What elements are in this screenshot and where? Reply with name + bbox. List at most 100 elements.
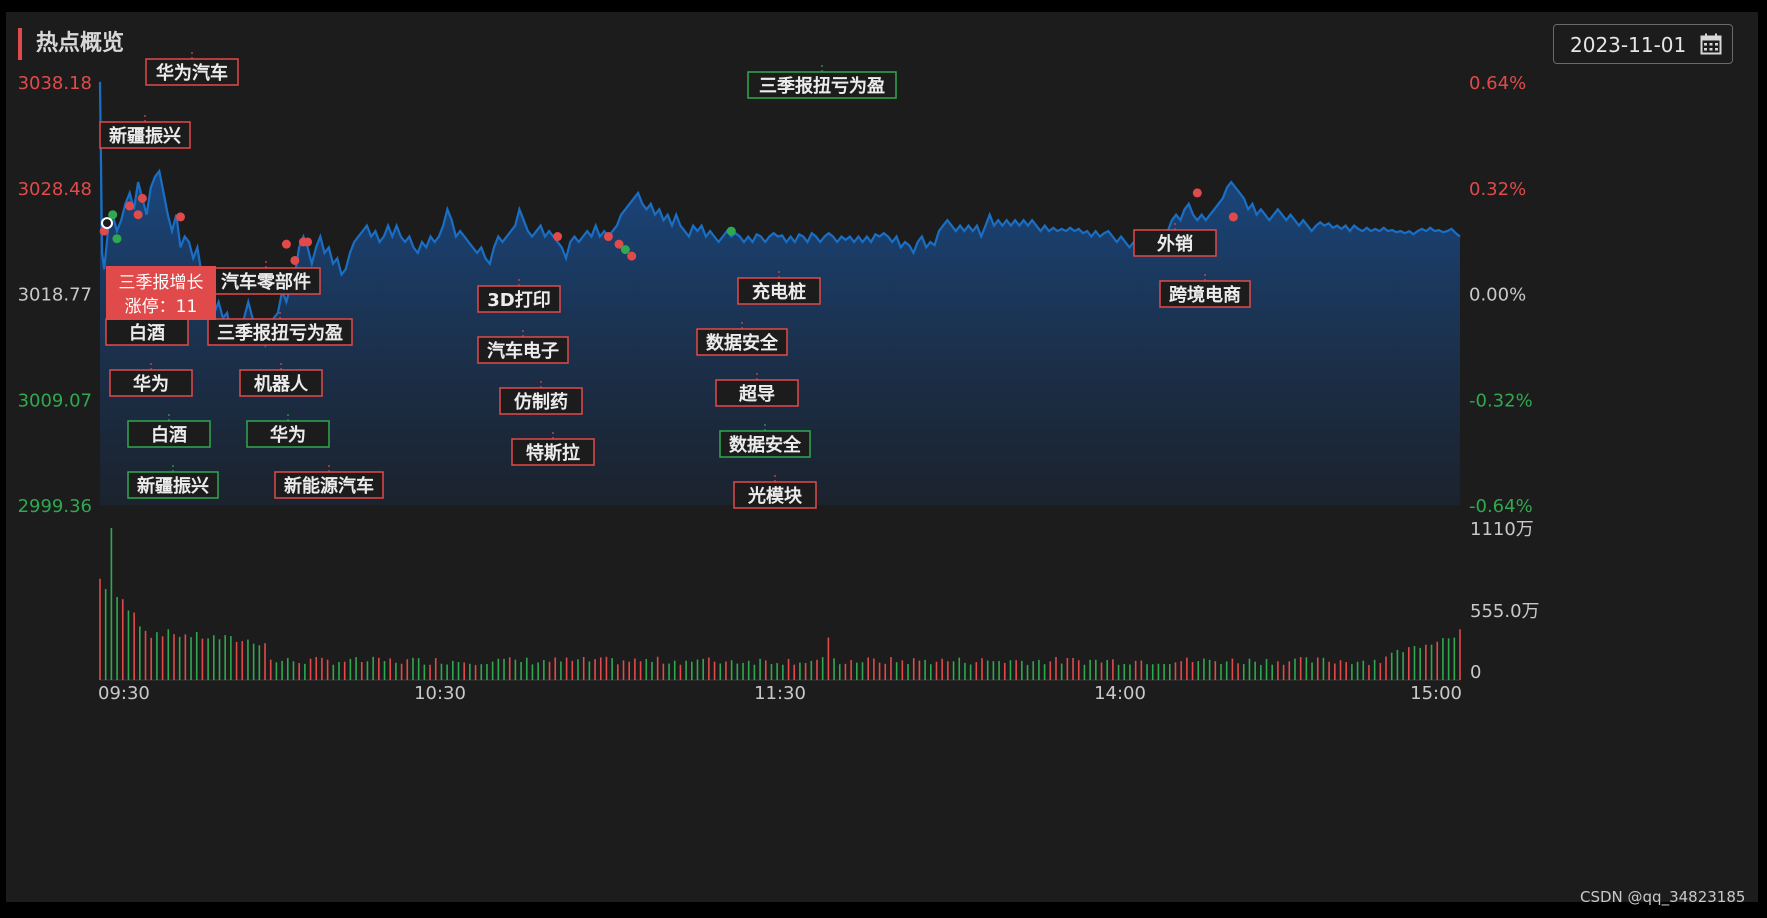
volume-bar bbox=[406, 659, 409, 680]
y-right-tick-label: 0.32% bbox=[1469, 179, 1526, 200]
volume-bar bbox=[617, 664, 619, 680]
volume-bar bbox=[497, 658, 500, 680]
volume-bar bbox=[338, 661, 340, 680]
volume-bar bbox=[133, 612, 135, 680]
event-label: 华为汽车 bbox=[145, 51, 239, 86]
volume-bar bbox=[776, 663, 778, 680]
volume-bar bbox=[480, 664, 483, 680]
event-dot bbox=[726, 226, 736, 236]
volume-bar bbox=[924, 659, 926, 680]
volume-bar bbox=[349, 658, 352, 680]
event-label-text: 仿制药 bbox=[514, 391, 568, 413]
volume-bar bbox=[525, 657, 528, 680]
volume-bar bbox=[195, 631, 198, 680]
volume-bar bbox=[452, 660, 454, 680]
volume-bar bbox=[947, 661, 949, 680]
y-left-tick-label: 3018.77 bbox=[18, 285, 92, 306]
volume-bar bbox=[1123, 663, 1126, 680]
volume-bar bbox=[713, 661, 716, 680]
volume-bar bbox=[799, 662, 801, 680]
volume-bar bbox=[1299, 657, 1302, 680]
volume-bar bbox=[355, 657, 357, 680]
volume-bar bbox=[520, 661, 522, 680]
event-label: 仿制药 bbox=[499, 380, 583, 415]
event-label-box bbox=[127, 420, 211, 448]
volume-bar bbox=[1112, 659, 1114, 680]
volume-bar bbox=[1180, 661, 1182, 680]
date-picker[interactable]: 2023-11-01 bbox=[1553, 24, 1733, 64]
volume-bar bbox=[286, 658, 289, 680]
volume-bar bbox=[366, 661, 369, 680]
volume-bar bbox=[309, 658, 312, 680]
volume-bar bbox=[503, 658, 505, 680]
price-line bbox=[98, 81, 1461, 348]
y-left-tick-label: 3028.48 bbox=[18, 179, 92, 200]
volume-bar bbox=[321, 657, 323, 680]
volume-bar bbox=[907, 663, 909, 680]
volume-bar bbox=[1003, 662, 1006, 680]
volume-bar bbox=[1095, 659, 1097, 680]
event-label: 三季报扭亏为盈 bbox=[747, 64, 897, 99]
event-label: 特斯拉 bbox=[511, 431, 595, 466]
volume-bar bbox=[1368, 664, 1370, 680]
volume-bar bbox=[1413, 646, 1416, 680]
volume-bar bbox=[167, 629, 170, 680]
volume-bar bbox=[1032, 661, 1035, 680]
volume-bar bbox=[1396, 649, 1399, 680]
event-dot bbox=[603, 232, 613, 242]
volume-bar bbox=[753, 664, 756, 680]
volume-bar bbox=[1208, 659, 1211, 680]
volume-bar bbox=[173, 634, 175, 680]
volume-bar bbox=[1316, 657, 1319, 680]
event-label-box bbox=[239, 369, 323, 397]
volume-bar bbox=[1254, 661, 1256, 680]
volume-bar bbox=[423, 664, 426, 680]
event-dot bbox=[137, 193, 147, 203]
volume-bar bbox=[1038, 659, 1040, 680]
volume-bar bbox=[1277, 661, 1279, 680]
volume-bar bbox=[628, 661, 631, 680]
calendar-icon[interactable] bbox=[1700, 33, 1722, 55]
volume-bar bbox=[1453, 637, 1456, 680]
event-label: 充电桩 bbox=[737, 270, 821, 305]
event-label-box bbox=[1159, 280, 1251, 308]
volume-bar bbox=[150, 637, 153, 680]
event-label-text: 华为 bbox=[133, 373, 169, 395]
volume-bar bbox=[184, 634, 187, 680]
volume-bar bbox=[275, 662, 278, 680]
volume-bar bbox=[457, 662, 460, 680]
volume-bar bbox=[121, 599, 124, 680]
volume-bar bbox=[190, 637, 192, 680]
volume-bar bbox=[372, 656, 374, 680]
volume-bar bbox=[856, 662, 858, 680]
volume-bar bbox=[571, 660, 574, 680]
volume-bar bbox=[821, 657, 824, 680]
volume-bar bbox=[230, 636, 232, 680]
volume-bar bbox=[838, 664, 841, 680]
event-dot bbox=[627, 251, 637, 261]
y-left-tick-label: 3009.07 bbox=[18, 390, 92, 411]
volume-bar bbox=[292, 661, 295, 680]
event-dot bbox=[1228, 212, 1238, 222]
event-label-box bbox=[99, 121, 191, 149]
volume-bar bbox=[929, 664, 932, 680]
volume-bar bbox=[1294, 658, 1296, 680]
volume-bar bbox=[474, 664, 477, 680]
event-dot bbox=[290, 255, 300, 265]
event-label-text: 数据安全 bbox=[729, 434, 802, 456]
volume-bar bbox=[1043, 664, 1046, 680]
volume-bar bbox=[1214, 661, 1217, 680]
event-label-text: 数据安全 bbox=[706, 332, 779, 354]
event-label-text: 新疆振兴 bbox=[137, 475, 209, 497]
volume-bar bbox=[1351, 664, 1353, 680]
volume-bar bbox=[1203, 658, 1205, 680]
event-label-box bbox=[477, 285, 561, 313]
event-label-text: 汽车零部件 bbox=[221, 271, 311, 293]
volume-bar bbox=[395, 662, 397, 680]
hover-point bbox=[101, 217, 113, 230]
volume-bar bbox=[725, 661, 727, 680]
volume-bar bbox=[1157, 663, 1160, 680]
volume-bar bbox=[1305, 657, 1308, 680]
volume-bar bbox=[1140, 660, 1143, 680]
event-label-text: 超导 bbox=[739, 383, 775, 405]
